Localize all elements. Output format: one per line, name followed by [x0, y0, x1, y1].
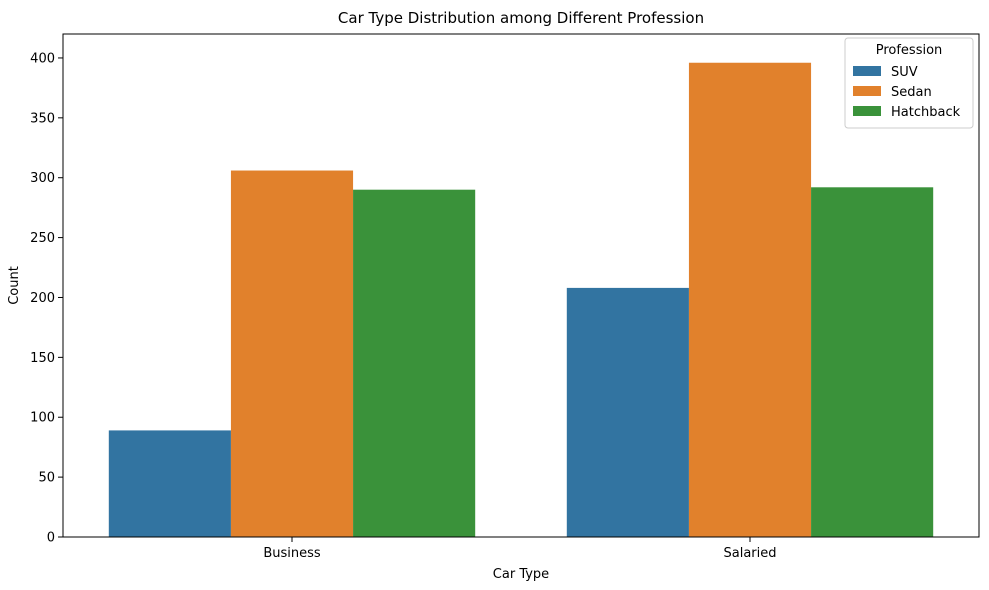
bar-sedan-salaried: [688, 62, 812, 537]
legend-swatch: [853, 106, 881, 116]
y-tick-label: 150: [30, 351, 55, 366]
bar-sedan-business: [230, 170, 354, 537]
legend: Profession SUV Sedan Hatchback: [844, 37, 974, 129]
x-tick-label: Salaried: [723, 546, 776, 561]
y-tick-label: 400: [30, 51, 55, 66]
legend-swatch: [853, 86, 881, 96]
y-tick-label: 50: [38, 471, 55, 486]
y-tick-label: 250: [30, 231, 55, 246]
chart-title: Car Type Distribution among Different Pr…: [338, 9, 704, 27]
legend-swatch: [853, 66, 881, 76]
y-tick-label: 200: [30, 291, 55, 306]
y-axis-label: Count: [7, 266, 22, 305]
bar-suv-salaried: [566, 287, 689, 537]
legend-label: Hatchback: [891, 105, 961, 120]
bar-suv-business: [108, 430, 231, 537]
legend-label: SUV: [891, 65, 918, 80]
plot-frame: [62, 33, 980, 538]
y-tick-label: 100: [30, 411, 55, 426]
x-axis-label: Car Type: [493, 567, 549, 582]
legend-title: Profession: [876, 43, 943, 58]
y-axis-ticks: 0 50 100 150 200 250 300 350 400: [30, 51, 63, 546]
bar-hatchback-business: [353, 189, 476, 537]
bar-hatchback-salaried: [811, 187, 934, 538]
y-tick-label: 350: [30, 111, 55, 126]
legend-box: [844, 37, 974, 129]
bars: [108, 62, 934, 538]
y-tick-label: 0: [47, 531, 55, 546]
legend-label: Sedan: [891, 85, 932, 100]
x-tick-label: Business: [263, 546, 321, 561]
x-axis-ticks: Business Salaried: [263, 537, 777, 561]
y-tick-label: 300: [30, 171, 55, 186]
